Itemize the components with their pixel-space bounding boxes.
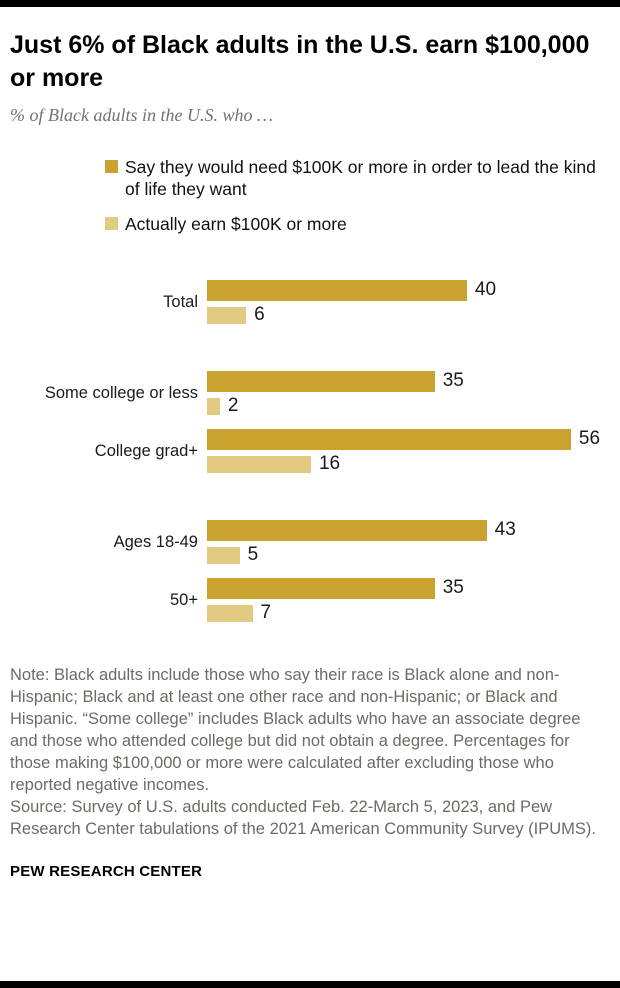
bars: 35 7 (207, 577, 610, 624)
legend-label: Say they would need $100K or more in ord… (125, 157, 596, 200)
bars: 35 2 (207, 370, 610, 417)
need-bar (207, 279, 467, 301)
bar-line: 6 (207, 304, 610, 326)
bar-line: 16 (207, 453, 610, 475)
brand-footer: PEW RESEARCH CENTER (10, 862, 203, 880)
earn-bar (207, 397, 220, 415)
bar-line: 7 (207, 602, 610, 624)
chart-row: Total 40 6 (10, 279, 610, 326)
need-bar (207, 577, 435, 599)
chart-subtitle: % of Black adults in the U.S. who … (10, 105, 273, 125)
chart-row: College grad+ 56 16 (10, 428, 610, 475)
chart-rows: Total 40 6 Some college or less 35 2 College g… (10, 279, 610, 635)
value-label: 5 (247, 544, 259, 566)
bars: 40 6 (207, 279, 610, 326)
category-label: Total (163, 293, 198, 312)
chart-row: 50+ 35 7 (10, 577, 610, 624)
source-text: Source: Survey of U.S. adults conducted … (10, 797, 597, 838)
notes-block: Note: Black adults include those who say… (10, 665, 610, 841)
category-label: Some college or less (44, 384, 198, 403)
need-bar (207, 428, 571, 450)
bar-line: 56 (207, 428, 610, 450)
bar-line: 43 (207, 519, 610, 541)
page: Just 6% of Black adults in the U.S. earn… (0, 7, 620, 981)
top-rule (0, 0, 620, 7)
legend-label: Actually earn $100K or more (125, 213, 347, 234)
page-title: Just 6% of Black adults in the U.S. earn… (10, 31, 590, 92)
chart-row: Some college or less 35 2 (10, 370, 610, 417)
bar-line: 35 (207, 577, 610, 599)
value-label: 7 (260, 602, 272, 624)
need-bar (207, 519, 487, 541)
category-label: 50+ (170, 591, 198, 610)
bar-line: 2 (207, 395, 610, 417)
value-label: 40 (474, 279, 497, 301)
value-label: 35 (442, 577, 464, 599)
value-label: 6 (254, 304, 265, 326)
bottom-rule (0, 981, 620, 988)
bar-line: 35 (207, 370, 610, 392)
value-label: 43 (494, 519, 516, 541)
earn-bar (207, 604, 253, 622)
earn-bar (207, 455, 311, 473)
need-swatch-icon (105, 160, 118, 173)
earn-bar (207, 306, 247, 324)
need-bar (207, 370, 435, 392)
category-label: Ages 18-49 (113, 533, 198, 552)
category-label: College grad+ (94, 442, 198, 461)
value-label: 2 (227, 395, 239, 417)
value-label: 56 (578, 428, 601, 450)
bar-line: 40 (207, 279, 610, 301)
note-text: Note: Black adults include those who say… (10, 666, 581, 794)
legend-item-earn: Actually earn $100K or more (105, 213, 610, 235)
value-label: 16 (318, 453, 341, 475)
legend-item-need: Say they would need $100K or more in ord… (105, 156, 610, 201)
bar-line: 5 (207, 544, 610, 566)
chart-row: Ages 18-49 43 5 (10, 519, 610, 566)
value-label: 35 (442, 370, 464, 392)
legend: Say they would need $100K or more in ord… (105, 156, 610, 247)
earn-bar (207, 546, 240, 564)
earn-swatch-icon (105, 216, 118, 230)
bars: 56 16 (207, 428, 610, 475)
bars: 43 5 (207, 519, 610, 566)
